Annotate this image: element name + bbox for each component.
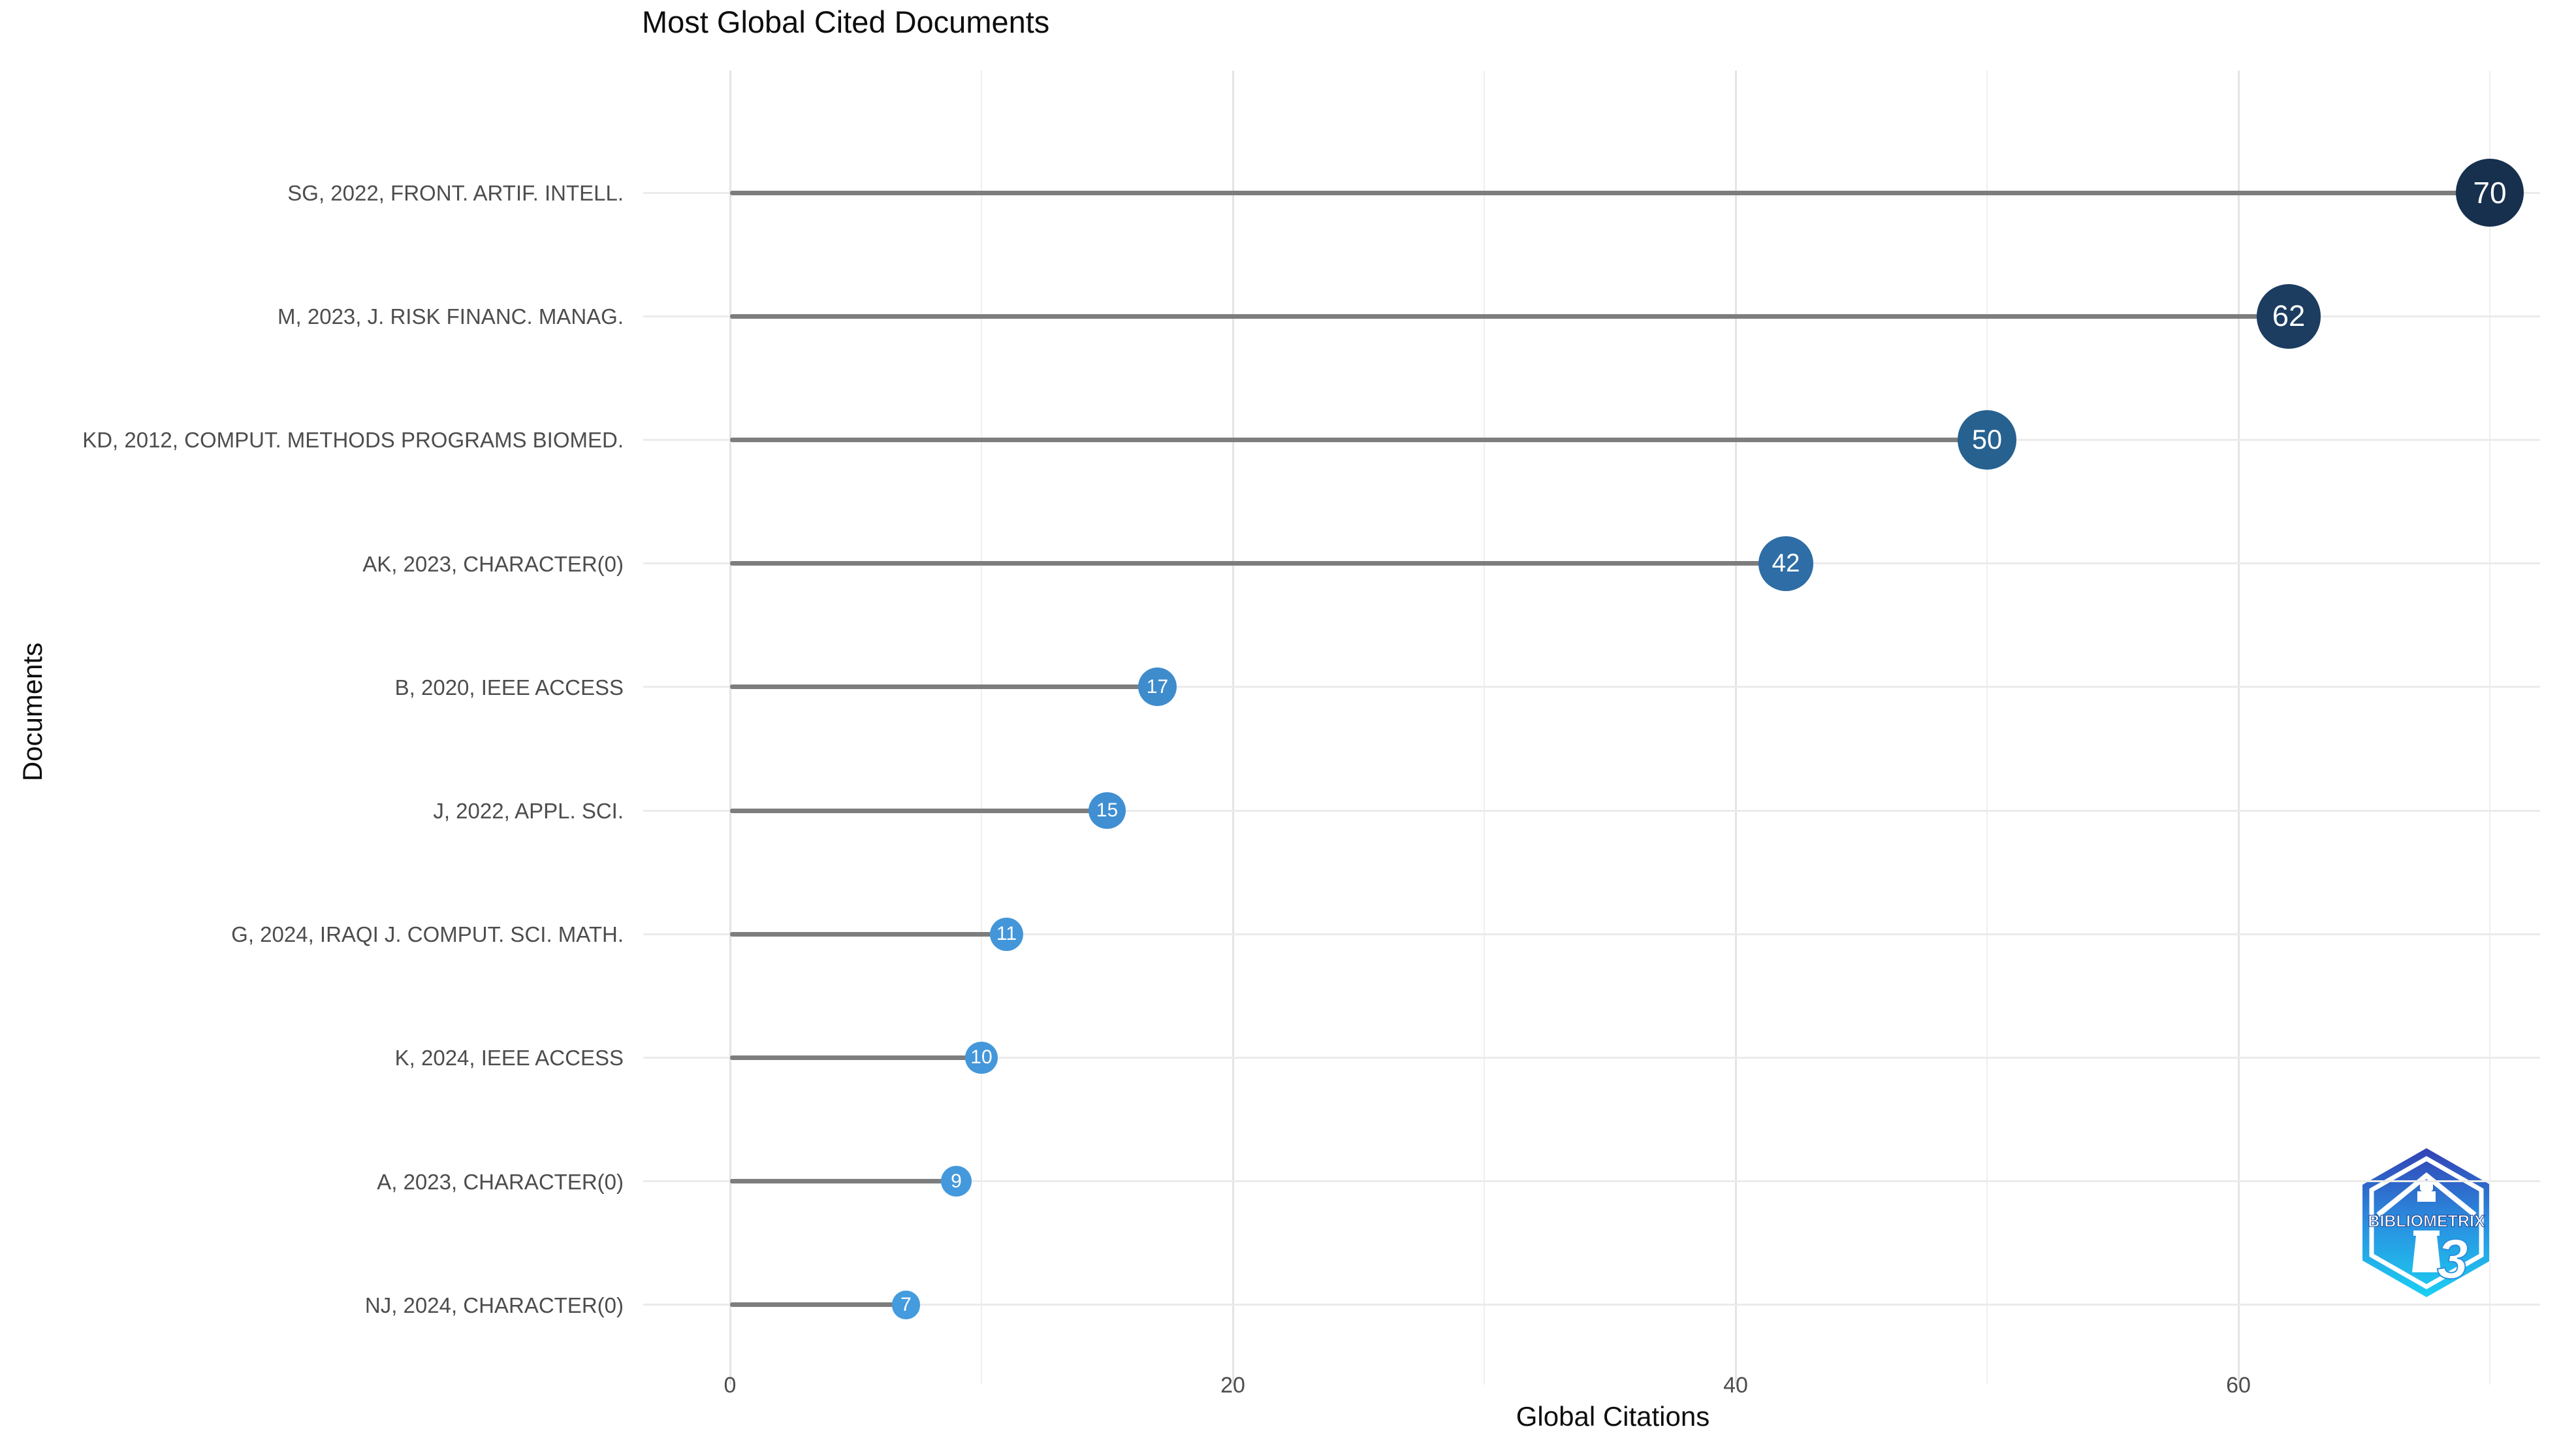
row-gridline <box>643 809 2540 812</box>
svg-text:3: 3 <box>2437 1228 2468 1291</box>
lollipop-stem <box>730 1055 981 1060</box>
row-gridline <box>643 686 2540 688</box>
lollipop-dot: 15 <box>1089 792 1126 829</box>
y-axis-label: A, 2023, CHARACTER(0) <box>377 1169 624 1194</box>
gridline-minor <box>981 71 982 1385</box>
lollipop-dot: 11 <box>990 917 1023 951</box>
dot-value: 15 <box>1096 799 1119 821</box>
logo-roof <box>2376 1172 2477 1217</box>
lollipop-stem <box>730 437 1987 442</box>
x-tick-label: 60 <box>2226 1373 2251 1398</box>
lollipop-dot: 10 <box>965 1041 998 1074</box>
dot-value: 70 <box>2473 176 2507 210</box>
y-axis-label: K, 2024, IEEE ACCESS <box>394 1046 624 1070</box>
dot-value: 9 <box>951 1170 962 1192</box>
lollipop-dot: 17 <box>1137 668 1177 707</box>
gridline-major <box>1734 71 1737 1385</box>
y-axis-label: G, 2024, IRAQI J. COMPUT. SCI. MATH. <box>231 922 624 947</box>
gridline-major <box>729 71 731 1385</box>
dot-value: 50 <box>1971 424 2003 455</box>
dot-value: 10 <box>970 1046 993 1069</box>
lollipop-stem <box>730 561 1786 566</box>
y-axis-label: B, 2020, IEEE ACCESS <box>394 675 624 700</box>
lollipop-dot: 9 <box>940 1165 972 1197</box>
y-axis-title: Documents <box>17 642 48 782</box>
lollipop-stem <box>730 190 2490 195</box>
x-tick-label: 40 <box>1723 1373 1748 1398</box>
dot-value: 7 <box>900 1293 912 1315</box>
logo-lighthouse <box>2412 1182 2441 1272</box>
logo-numeral-3: 3 <box>2436 1227 2469 1291</box>
row-gridline <box>643 1304 2540 1306</box>
lollipop-dot: 7 <box>891 1290 921 1319</box>
y-axis-label: J, 2022, APPL. SCI. <box>433 799 624 823</box>
x-tick-label: 0 <box>724 1373 737 1398</box>
dot-value: 62 <box>2272 299 2306 333</box>
gridline-minor <box>1986 71 1988 1385</box>
gridline-minor <box>2489 71 2490 1385</box>
lollipop-stem <box>730 931 1007 937</box>
dot-value: 17 <box>1146 675 1169 698</box>
row-gridline <box>643 1180 2540 1183</box>
lollipop-dot: 50 <box>1957 410 2017 470</box>
x-axis-title: Global Citations <box>1516 1401 1710 1432</box>
gridline-major <box>2237 71 2240 1385</box>
logo-hexagon <box>2362 1148 2490 1297</box>
y-axis-label: SG, 2022, FRONT. ARTIF. INTELL. <box>287 181 624 205</box>
lollipop-stem <box>730 1179 957 1184</box>
lollipop-stem <box>730 314 2289 319</box>
x-tick-label: 20 <box>1220 1373 1245 1398</box>
y-axis-label: M, 2023, J. RISK FINANC. MANAG. <box>278 304 624 329</box>
logo-wordmark: BIBLIOMETRIX <box>2368 1212 2485 1231</box>
dot-value: 42 <box>1772 549 1800 577</box>
y-axis-label: AK, 2023, CHARACTER(0) <box>362 551 624 576</box>
chart-title: Most Global Cited Documents <box>642 5 1050 39</box>
lollipop-stem <box>730 684 1158 690</box>
y-axis-label: NJ, 2024, CHARACTER(0) <box>364 1293 624 1317</box>
row-gridline <box>643 1056 2540 1059</box>
row-gridline <box>643 933 2540 935</box>
bibliometrix-logo: BIBLIOMETRIX 3 <box>2362 1148 2490 1297</box>
lollipop-dot: 62 <box>2256 283 2321 349</box>
gridline-minor <box>1484 71 1485 1385</box>
gridline-major <box>1232 71 1234 1385</box>
dot-value: 11 <box>996 923 1017 945</box>
y-axis-label: KD, 2012, COMPUT. METHODS PROGRAMS BIOME… <box>82 428 624 453</box>
lollipop-stem <box>730 1302 906 1308</box>
lollipop-dot: 70 <box>2456 159 2524 227</box>
lollipop-dot: 42 <box>1758 536 1814 591</box>
lollipop-stem <box>730 808 1107 813</box>
